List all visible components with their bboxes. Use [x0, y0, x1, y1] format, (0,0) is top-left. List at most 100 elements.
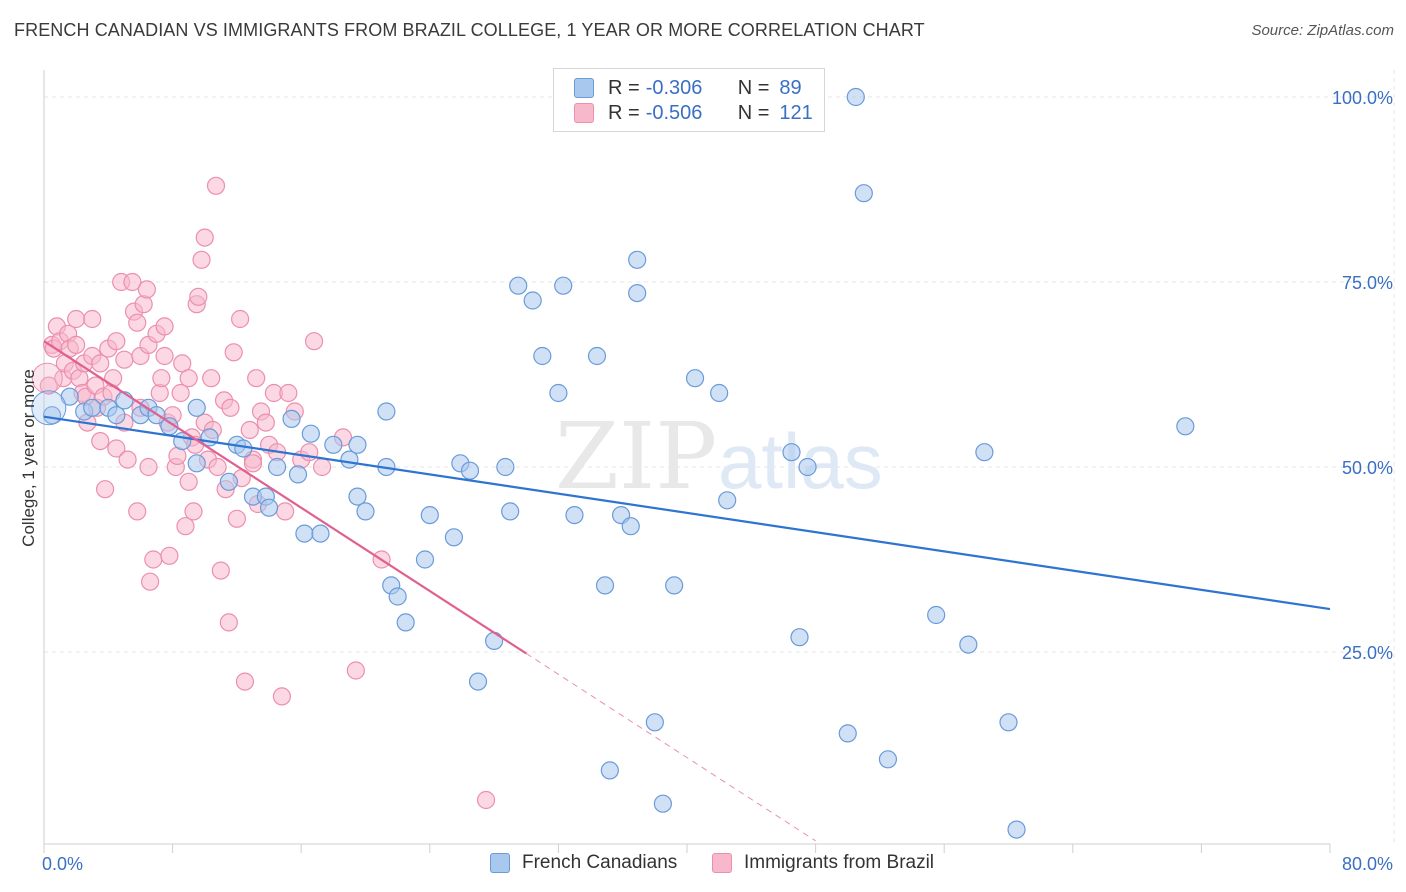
blue-data-point: [554, 276, 573, 295]
legend-n-value: 89: [779, 76, 802, 99]
legend-r-label: R =: [608, 101, 640, 124]
blue-data-point: [523, 291, 542, 310]
blue-data-point: [509, 276, 528, 295]
legend-row-immigrants-brazil: R = -0.506 N = 121: [574, 101, 813, 125]
blue-data-point: [348, 435, 367, 454]
pink-data-point: [276, 502, 295, 521]
pink-data-point: [83, 309, 102, 329]
x-tick-label: 80.0%: [1342, 854, 1393, 874]
blue-data-point: [628, 284, 647, 303]
legend-r-label: R =: [608, 76, 640, 99]
legend-label-french-canadians: French Canadians: [522, 852, 678, 873]
pink-data-point: [95, 480, 115, 499]
blue-data-point: [959, 635, 978, 654]
legend-swatch-pink: [574, 103, 594, 123]
pink-data-point: [346, 661, 365, 680]
blue-data-point: [710, 383, 729, 403]
pink-data-point: [208, 457, 227, 477]
y-axis-label: College, 1 year or more: [19, 369, 38, 547]
pink-data-point: [155, 317, 174, 336]
legend-n-label: N =: [737, 101, 770, 124]
blue-data-point: [267, 457, 287, 477]
pink-data-point: [123, 272, 142, 292]
pink-data-point: [192, 250, 211, 269]
pink-data-point: [176, 517, 195, 536]
pink-data-point: [272, 687, 292, 706]
blue-data-point: [460, 461, 480, 480]
blue-data-point: [377, 402, 396, 421]
pink-data-point: [304, 332, 324, 351]
blue-trend-line: [43, 415, 1331, 611]
pink-data-point: [184, 502, 203, 521]
pink-data-point: [179, 369, 198, 388]
blue-data-point: [999, 713, 1018, 732]
watermark-zip: ZIP: [555, 403, 717, 510]
blue-data-point: [444, 528, 464, 547]
blue-data-point: [587, 346, 607, 366]
pink-data-point: [231, 309, 250, 329]
blue-data-point: [533, 346, 552, 366]
legend-item-immigrants-brazil[interactable]: Immigrants from Brazil: [712, 852, 934, 874]
pink-data-point: [152, 369, 171, 388]
pink-data-point: [128, 502, 147, 521]
blue-data-point: [718, 491, 737, 510]
blue-data-point: [878, 750, 898, 769]
pink-data-point: [171, 383, 190, 403]
blue-data-point: [219, 472, 238, 491]
blue-data-point: [187, 454, 206, 473]
watermark: ZIP atlas: [555, 403, 883, 510]
blue-data-point: [782, 443, 801, 462]
pink-data-point: [118, 450, 137, 469]
blue-data-point: [420, 505, 439, 525]
blue-data-point: [388, 587, 407, 606]
pink-trend-line: [43, 340, 527, 655]
pink-data-point: [140, 572, 160, 591]
blue-data-point: [83, 398, 102, 417]
axes: [43, 70, 1331, 853]
blue-data-point: [415, 550, 435, 569]
blue-data-point: [653, 794, 672, 813]
pink-data-point: [104, 369, 123, 388]
blue-data-point: [187, 398, 206, 417]
pink-data-point: [279, 383, 298, 403]
pink-data-point: [115, 350, 134, 369]
pink-data-point: [139, 457, 158, 477]
pink-data-point: [189, 287, 208, 306]
pink-data-point: [67, 335, 86, 354]
blue-data-point: [396, 613, 415, 632]
pink-data-point: [219, 613, 238, 632]
blue-data-point: [854, 184, 873, 203]
pink-data-point: [144, 550, 163, 569]
blue-data-point: [348, 487, 367, 506]
blue-data-point: [1007, 820, 1026, 839]
legend-r-value: -0.306: [645, 76, 703, 99]
correlation-legend: R = -0.306 N = 89 R = -0.506 N = 121: [553, 68, 825, 132]
tick-labels: 25.0% 50.0% 75.0% 100.0% 0.0% 80.0%: [42, 88, 1393, 874]
pink-data-point: [476, 790, 496, 810]
legend-r-value: -0.506: [645, 101, 703, 124]
pink-data-point: [224, 343, 243, 362]
pink-data-point: [31, 362, 63, 394]
pink-data-point: [240, 420, 259, 440]
blue-data-point: [645, 713, 664, 732]
blue-data-point: [288, 465, 308, 484]
blue-data-point: [846, 87, 865, 107]
y-tick-label: 25.0%: [1342, 643, 1393, 663]
pink-data-point: [134, 295, 153, 314]
legend-n-label: N =: [737, 76, 770, 99]
blue-data-point: [496, 457, 515, 477]
blue-data-point: [259, 498, 279, 517]
legend-item-french-canadians[interactable]: French Canadians: [490, 852, 677, 874]
pink-data-point: [137, 280, 156, 299]
watermark-atlas: atlas: [718, 417, 883, 505]
pink-data-point: [256, 413, 275, 432]
pink-data-point: [155, 346, 174, 366]
pink-data-point: [227, 509, 246, 528]
blue-data-point: [621, 517, 640, 536]
blue-data-point: [501, 502, 520, 521]
pink-data-point: [195, 228, 214, 247]
pink-data-point: [91, 432, 110, 451]
chart-title: FRENCH CANADIAN VS IMMIGRANTS FROM BRAZI…: [14, 20, 925, 40]
blue-data-point: [595, 576, 615, 595]
